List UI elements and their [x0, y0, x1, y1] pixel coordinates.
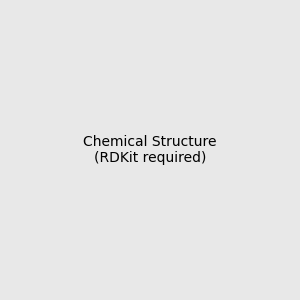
Text: Chemical Structure
(RDKit required): Chemical Structure (RDKit required): [83, 135, 217, 165]
